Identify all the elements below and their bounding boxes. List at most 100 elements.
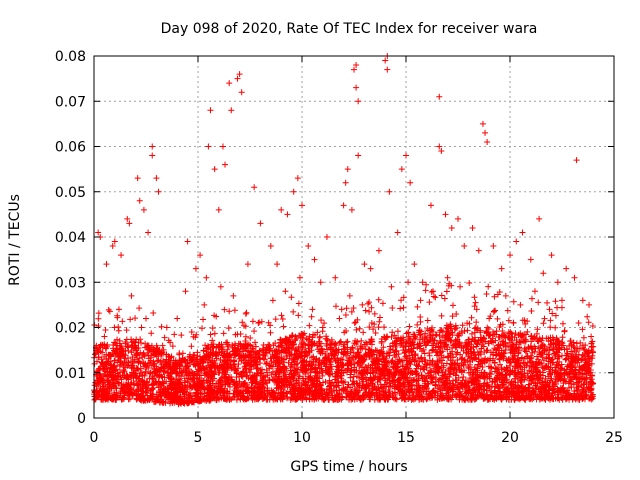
data-point [435,369,442,376]
data-point [396,356,403,363]
data-point [299,339,306,346]
data-point [472,396,479,403]
data-point [395,386,402,393]
data-point [194,371,201,378]
data-point [502,340,509,347]
data-point [588,360,595,367]
data-point [424,325,431,332]
data-point [200,396,207,403]
data-point [128,349,135,356]
data-point [293,353,300,360]
data-point [505,385,512,392]
data-point [363,376,370,383]
data-point [545,373,552,380]
data-point [368,337,375,344]
data-point [251,328,258,335]
data-point [439,395,446,402]
data-point [552,312,559,319]
data-point [552,364,559,371]
data-point [266,376,273,383]
data-point [355,349,362,356]
data-point [209,325,216,332]
data-point [286,382,293,389]
data-point [580,394,587,401]
data-point [437,345,444,352]
data-point [519,373,526,380]
data-point [331,376,338,383]
data-point [574,388,581,395]
data-point [437,327,444,334]
data-point [502,368,509,375]
data-point [343,390,350,397]
data-point [409,354,416,361]
data-point [559,340,566,347]
data-point [312,383,319,390]
data-point [488,383,495,390]
data-point [432,375,439,382]
data-point [423,391,430,398]
data-point [429,357,436,364]
data-point [529,346,536,353]
data-point [503,396,510,403]
data-point [546,347,553,354]
data-point [158,351,165,358]
data-point [307,363,314,370]
data-point [499,338,506,345]
data-point [378,358,385,365]
data-point [296,332,303,339]
data-point [243,309,250,316]
data-point [584,368,591,375]
data-point [168,353,175,360]
data-point [177,377,184,384]
data-point [561,346,568,353]
data-point [111,339,118,346]
data-point [282,377,289,384]
data-point [359,344,366,351]
data-point [351,319,358,326]
data-point [105,351,112,358]
data-point [375,324,382,331]
data-point [155,357,162,364]
data-point [575,351,582,358]
data-point [565,384,572,391]
data-point [392,361,399,368]
data-point [263,360,270,367]
data-point [313,380,320,387]
data-point [441,381,448,388]
data-point [151,365,158,372]
data-point [235,393,242,400]
data-point [545,363,552,370]
data-point [547,324,554,331]
data-point [396,369,403,376]
data-point [369,338,376,345]
data-point [350,393,357,400]
data-point [309,334,316,341]
data-point [384,368,391,375]
data-point [252,378,259,385]
data-point [366,324,373,331]
data-point [300,362,307,369]
data-points [91,53,597,408]
data-point [301,366,308,373]
data-point [259,380,266,387]
data-point [137,336,144,343]
data-point [143,385,150,392]
data-point [131,381,138,388]
data-point [534,353,541,360]
data-point [137,349,144,356]
data-point [295,375,302,382]
data-point [458,355,465,362]
data-point [540,320,547,327]
data-point [133,392,140,399]
data-point [353,380,360,387]
data-point [483,371,490,378]
data-point [343,327,350,334]
data-point [438,312,445,319]
data-point [358,337,365,344]
data-point [252,339,259,346]
data-point [212,352,219,359]
data-point [352,353,359,360]
data-point [114,392,121,399]
data-point [504,367,511,374]
data-point [546,379,553,386]
